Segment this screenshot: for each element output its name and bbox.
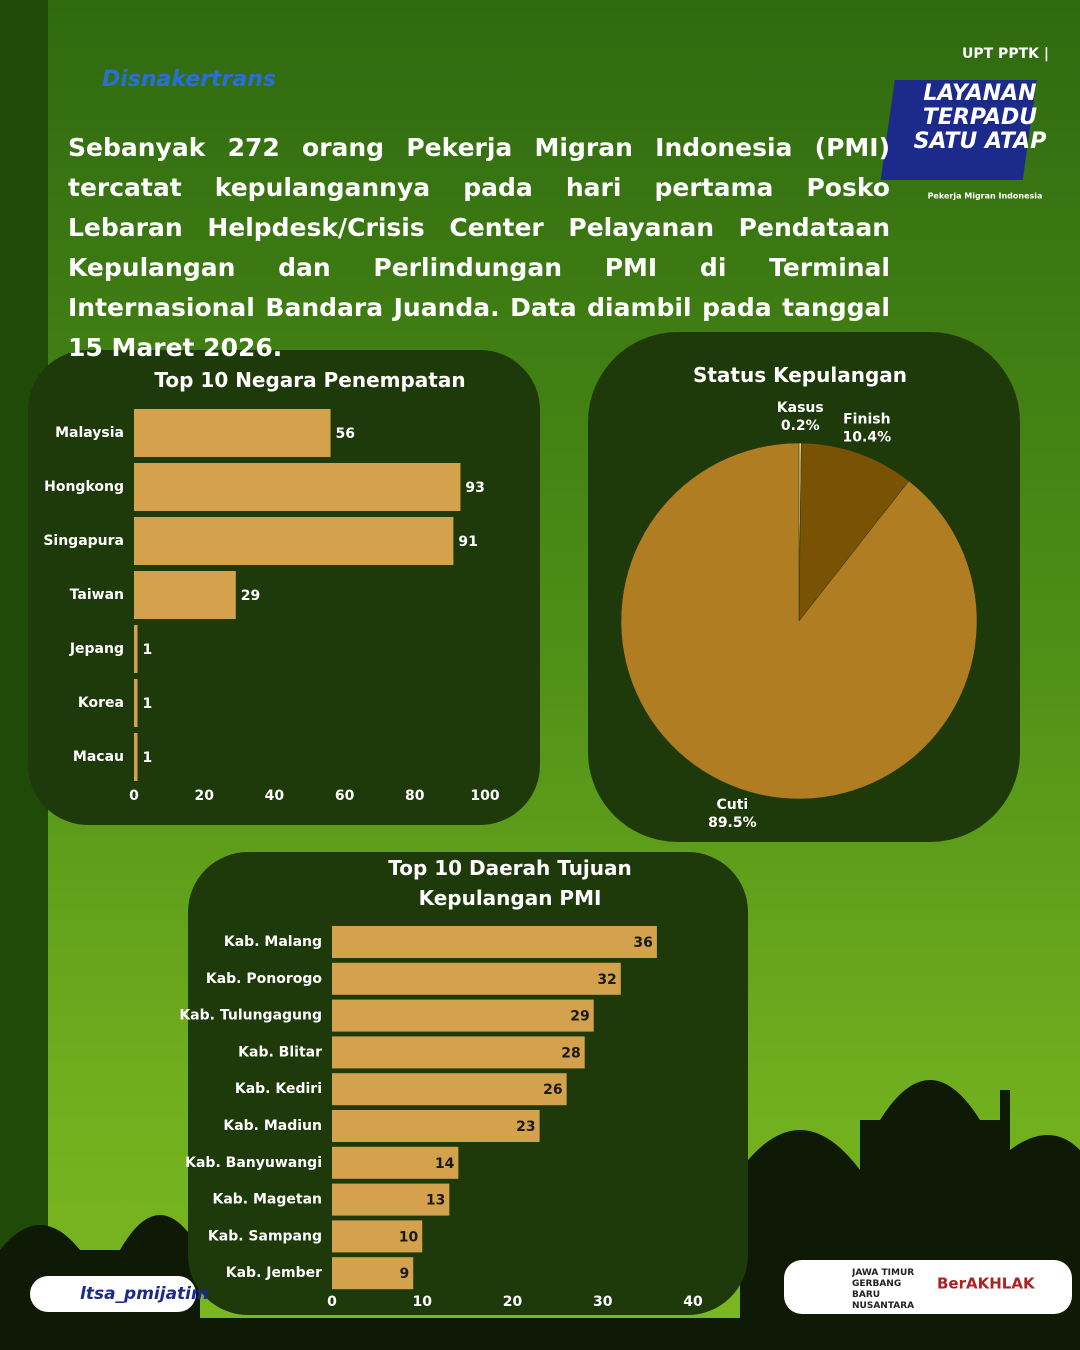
bar: [332, 1183, 450, 1216]
slice-value: 10.4%: [843, 430, 892, 446]
category-label: Kab. Sampang: [208, 1228, 322, 1244]
bar: [332, 1146, 459, 1179]
category-label: Kab. Ponorogo: [206, 971, 323, 987]
category-label: Korea: [78, 695, 124, 711]
category-label: Kab. Blitar: [238, 1044, 322, 1060]
ground: [0, 1318, 1080, 1350]
slice-value: 89.5%: [708, 815, 757, 831]
motto: JAWA TIMUR GERBANG BARU NUSANTARA: [852, 1268, 915, 1310]
x-tick-label: 60: [335, 788, 355, 804]
x-tick-label: 100: [470, 788, 499, 804]
x-tick-label: 80: [405, 788, 425, 804]
value-label: 29: [241, 588, 260, 604]
category-label: Macau: [73, 749, 124, 765]
unit-text: UPT PPTK |: [962, 46, 1049, 62]
value-label: 93: [465, 480, 484, 496]
value-label: 91: [458, 534, 477, 550]
bar: [134, 679, 138, 727]
x-tick-label: 30: [593, 1294, 613, 1310]
category-label: Kab. Madiun: [223, 1118, 322, 1134]
value-label: 28: [561, 1045, 580, 1061]
bar: [134, 625, 138, 673]
value-label: 29: [570, 1009, 589, 1025]
category-label: Hongkong: [44, 479, 124, 495]
pie-slice: [798, 442, 910, 622]
category-label: Kab. Tulungagung: [179, 1008, 322, 1024]
motto-text: JAWA TIMUR GERBANG BARU NUSANTARA: [852, 1268, 915, 1310]
brand: BerAKHLAK: [937, 1275, 1036, 1293]
category-label: Jepang: [69, 641, 124, 657]
category-label: Kab. Malang: [224, 934, 322, 950]
bar: [134, 733, 138, 781]
logo-text: Disnakertrans: [102, 67, 276, 92]
category-label: Kab. Jember: [226, 1265, 322, 1281]
value-label: 23: [516, 1119, 535, 1135]
category-label: Kab. Banyuwangi: [185, 1155, 322, 1171]
value-label: 9: [399, 1266, 409, 1282]
category-label: Singapura: [43, 533, 124, 549]
bar: [332, 1257, 414, 1290]
x-tick-label: 0: [327, 1294, 337, 1310]
bar: [332, 1220, 423, 1253]
x-tick-label: 20: [503, 1294, 523, 1310]
chart-title: Top 10 Negara Penempatan: [154, 368, 466, 392]
value-label: 13: [426, 1193, 445, 1209]
category-label: Malaysia: [55, 425, 124, 441]
category-label: Kab. Magetan: [212, 1192, 322, 1208]
x-tick-label: 40: [683, 1294, 703, 1310]
bar: [332, 1036, 585, 1069]
x-tick-label: 40: [265, 788, 285, 804]
bar: [332, 962, 621, 995]
value-label: 26: [543, 1082, 562, 1098]
bar: [134, 571, 236, 619]
badge-bg: [880, 80, 1037, 180]
badge: LAYANAN TERPADU SATU ATAP: [913, 81, 1047, 154]
handle-pill: [30, 1276, 196, 1312]
bar: [134, 463, 461, 511]
bar: [332, 1073, 567, 1106]
slice-name: Kasus: [777, 400, 824, 416]
x-tick-label: 0: [129, 788, 139, 804]
value-label: 1: [143, 750, 153, 766]
value-label: 36: [633, 935, 652, 951]
bar: [332, 999, 594, 1032]
slice-name: Finish: [843, 412, 890, 428]
value-label: 32: [597, 972, 616, 988]
value-label: 56: [336, 426, 355, 442]
slice-name: Cuti: [717, 797, 749, 813]
bar: [332, 926, 657, 958]
chart-title: Top 10 Daerah Tujuan Kepulangan PMI: [388, 856, 632, 910]
category-label: Taiwan: [70, 587, 124, 603]
badge-sub: Pekerja Migran Indonesia: [928, 192, 1043, 201]
chart-title: Status Kepulangan: [692, 363, 908, 387]
slice-value: 0.2%: [781, 418, 820, 434]
value-label: 14: [435, 1156, 455, 1172]
pie-slice: [620, 442, 978, 800]
x-tick-label: 10: [413, 1294, 433, 1310]
category-label: Kab. Kediri: [235, 1081, 322, 1097]
bar: [134, 409, 331, 457]
handle: ltsa_pmijatim: [80, 1284, 209, 1304]
value-label: 10: [399, 1229, 419, 1245]
footer-pill: [784, 1260, 1072, 1314]
value-label: 1: [143, 696, 153, 712]
badge-text: LAYANAN TERPADU SATU ATAP: [913, 81, 1047, 154]
value-label: 1: [143, 642, 153, 658]
intro-paragraph: Sebanyak 272 orang Pekerja Migran Indone…: [68, 133, 890, 362]
bar: [332, 1110, 540, 1142]
bar: [134, 517, 454, 565]
x-tick-label: 20: [194, 788, 214, 804]
